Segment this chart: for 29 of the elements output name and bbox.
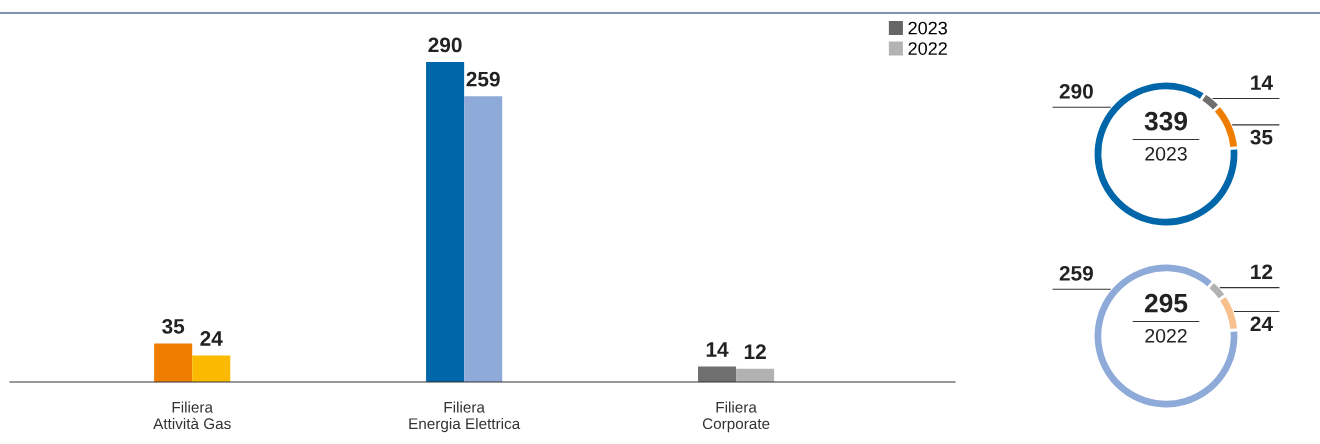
bar	[426, 62, 465, 382]
donut-slice	[1091, 261, 1241, 411]
legend-label: 2022	[908, 42, 947, 55]
bar	[192, 355, 231, 382]
data-label: 290	[428, 37, 462, 53]
data-label: 35	[162, 318, 185, 334]
text: 295	[1144, 293, 1188, 313]
data-label: 12	[1251, 264, 1273, 279]
bar	[698, 366, 737, 382]
data-label: 35	[1250, 129, 1273, 145]
data-label: 12	[744, 344, 766, 359]
data-label: 259	[466, 71, 500, 87]
data-label: 14	[706, 342, 729, 357]
bar	[154, 343, 193, 382]
bar	[736, 368, 775, 382]
data-label: 290	[1059, 83, 1093, 99]
donut-slice	[1091, 79, 1241, 229]
x-tick-label: Filiera Corporate	[702, 401, 770, 433]
text: 339	[1144, 111, 1188, 131]
x-tick-label: Filiera Energia Elettrica	[409, 401, 521, 433]
x-tick-label: Filiera Attività Gas	[153, 401, 231, 430]
data-label: 14	[1251, 75, 1273, 90]
data-label: 24	[1250, 316, 1273, 331]
data-label: 259	[1059, 265, 1093, 281]
text: 2022	[1145, 328, 1187, 343]
text: 2023	[1145, 146, 1187, 161]
data-label: 24	[200, 331, 223, 346]
legend-label: 2023	[908, 21, 947, 35]
bar	[464, 96, 503, 382]
